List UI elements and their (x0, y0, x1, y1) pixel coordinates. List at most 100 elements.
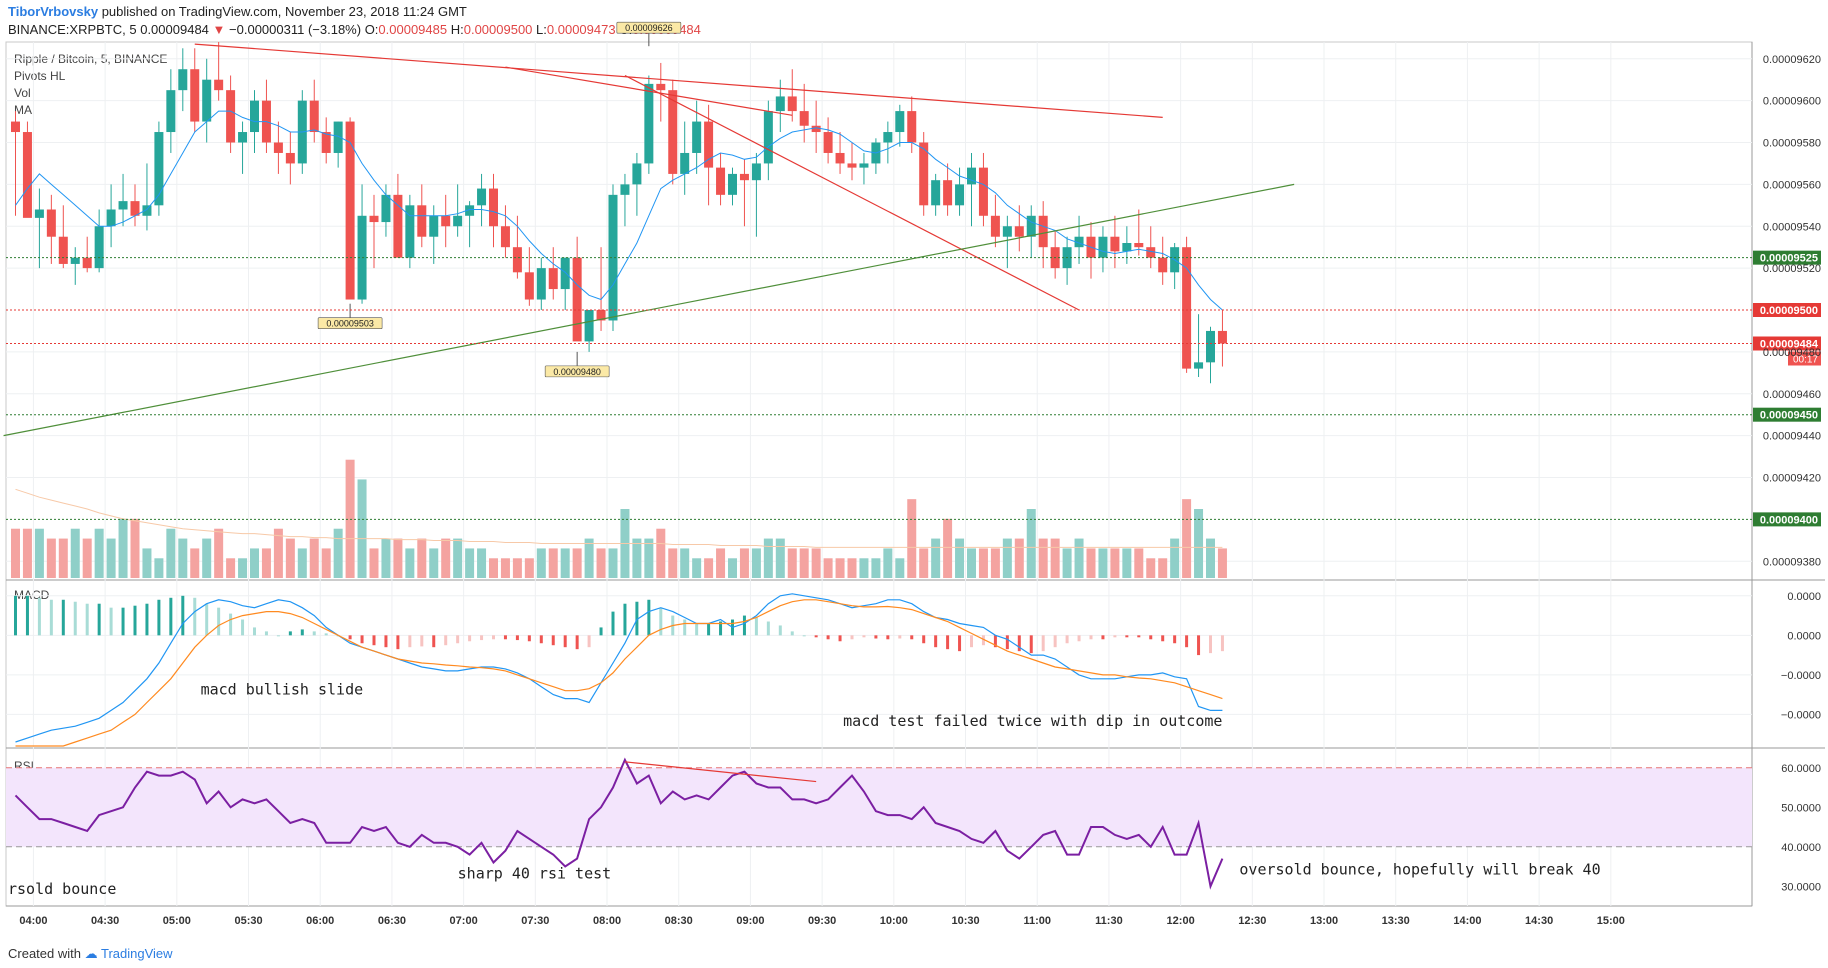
candle-body (656, 83, 666, 91)
macd-histogram-bar (993, 635, 997, 648)
macd-histogram-bar (1005, 635, 1009, 650)
macd-histogram-bar (563, 635, 567, 648)
volume-bar (489, 558, 498, 578)
volume-bar (680, 548, 690, 578)
volume-bar (799, 548, 809, 578)
candle-body (22, 132, 32, 218)
volume-bar (1217, 548, 1227, 578)
volume-bar (1158, 558, 1168, 578)
volume-bar (381, 538, 391, 578)
volume-bar (704, 558, 714, 578)
rsi-annotation: sharp 40 rsi test (458, 864, 612, 882)
candle-body (883, 132, 893, 143)
open-label: O: (364, 22, 379, 37)
volume-bar (465, 548, 475, 578)
legend-ma[interactable]: MA (14, 103, 32, 117)
macd-histogram-bar (719, 621, 723, 636)
candle-body (261, 100, 271, 143)
macd-histogram-bar (312, 631, 316, 636)
tradingview-brand[interactable]: TradingView (101, 946, 173, 961)
macd-histogram-bar (671, 615, 675, 636)
ma-line (15, 110, 1223, 311)
macd-histogram-bar (1161, 635, 1165, 642)
macd-histogram-bar (1149, 635, 1153, 640)
volume-bar (285, 538, 295, 578)
rsi-y-tick: 60.0000 (1781, 763, 1821, 775)
volume-bar (1086, 548, 1096, 578)
candle-body (321, 132, 331, 153)
candle-body (381, 194, 391, 223)
candle-body (692, 121, 702, 153)
volume-bar (859, 558, 869, 578)
macd-histogram-bar (575, 635, 579, 650)
macd-histogram-bar (253, 627, 256, 636)
candle-body (273, 142, 283, 153)
volume-bar (1110, 548, 1120, 578)
volume-bar (967, 548, 976, 578)
trend-lines (3, 43, 1295, 437)
legend-vol[interactable]: Vol (14, 86, 31, 100)
volume-bar (536, 548, 546, 578)
macd-histogram-bar (264, 631, 268, 636)
macd-histogram-bar (587, 635, 591, 648)
volume-bar (321, 548, 331, 578)
volume-bar (1134, 548, 1144, 578)
candle-body (823, 132, 833, 153)
x-tick-label: 15:00 (1597, 915, 1625, 927)
candle-body (1170, 247, 1180, 273)
macd-histogram-bar (731, 619, 734, 636)
macd-histogram-bar (970, 635, 973, 648)
volume-bar (22, 528, 32, 578)
macd-histogram-bar (157, 599, 161, 636)
volume-bar (94, 528, 104, 578)
price-change: −0.00000311 (−3.18%) (229, 22, 362, 37)
rsi-y-tick: 40.0000 (1781, 842, 1821, 854)
annotations: macd bullish slide macd test failed twice… (8, 681, 1601, 899)
volume-bar (775, 538, 785, 578)
y-tick-label: 0.00009560 (1763, 179, 1821, 191)
volume-bar (441, 538, 451, 578)
volume-bar (811, 548, 821, 578)
volume-bar (943, 518, 953, 578)
chart-title[interactable]: Ripple / Bitcoin, 5, BINANCE (14, 52, 168, 66)
volume-bar (333, 528, 343, 578)
volume-bar (453, 538, 463, 578)
volume-bar (990, 548, 1000, 578)
macd-histogram-bar (133, 605, 137, 636)
candle-body (285, 152, 295, 164)
macd-histogram-bar (73, 601, 77, 636)
candle-body (704, 121, 714, 168)
volume-bar (716, 548, 726, 578)
legend-macd[interactable]: MACD (14, 588, 50, 602)
macd-histogram-bar (480, 635, 484, 641)
candle-body (512, 247, 522, 273)
pivot-label: 0.00009503 (326, 319, 374, 329)
volume-bar (357, 479, 367, 578)
macd-histogram-bar (1017, 635, 1021, 652)
candle-body (1002, 226, 1012, 237)
legend-pivots[interactable]: Pivots HL (14, 69, 66, 83)
macd-histogram-bar (324, 633, 328, 636)
macd-y-tick: −0.0000 (1781, 670, 1821, 682)
macd-annotation: macd test failed twice with dip in outco… (843, 712, 1222, 730)
macd-histogram-bar (695, 623, 699, 636)
x-tick-label: 05:00 (163, 915, 191, 927)
x-tick-label: 07:00 (450, 915, 478, 927)
macd-histogram-bar (1065, 635, 1069, 644)
rsi-divergence-line (624, 761, 817, 783)
volume-bar (1062, 548, 1072, 578)
pivot-label: 0.00009480 (553, 367, 601, 377)
symbol-header: BINANCE:XRPBTC, 5 0.00009484 ▼ −0.000003… (8, 22, 701, 37)
legend-rsi[interactable]: RSI (14, 759, 35, 773)
candle-body (524, 272, 534, 300)
macd-histogram-bar (659, 607, 663, 636)
rsi-y-tick: 30.0000 (1781, 881, 1821, 893)
macd-histogram-bar (49, 599, 53, 636)
volume-bar (895, 558, 905, 578)
y-tick-label: 0.00009420 (1763, 473, 1821, 485)
macd-histogram-bar (1029, 635, 1033, 654)
candle-body (1038, 215, 1048, 248)
resistance-line-long (194, 43, 1163, 118)
author-link[interactable]: TiborVrbovsky (8, 4, 99, 19)
